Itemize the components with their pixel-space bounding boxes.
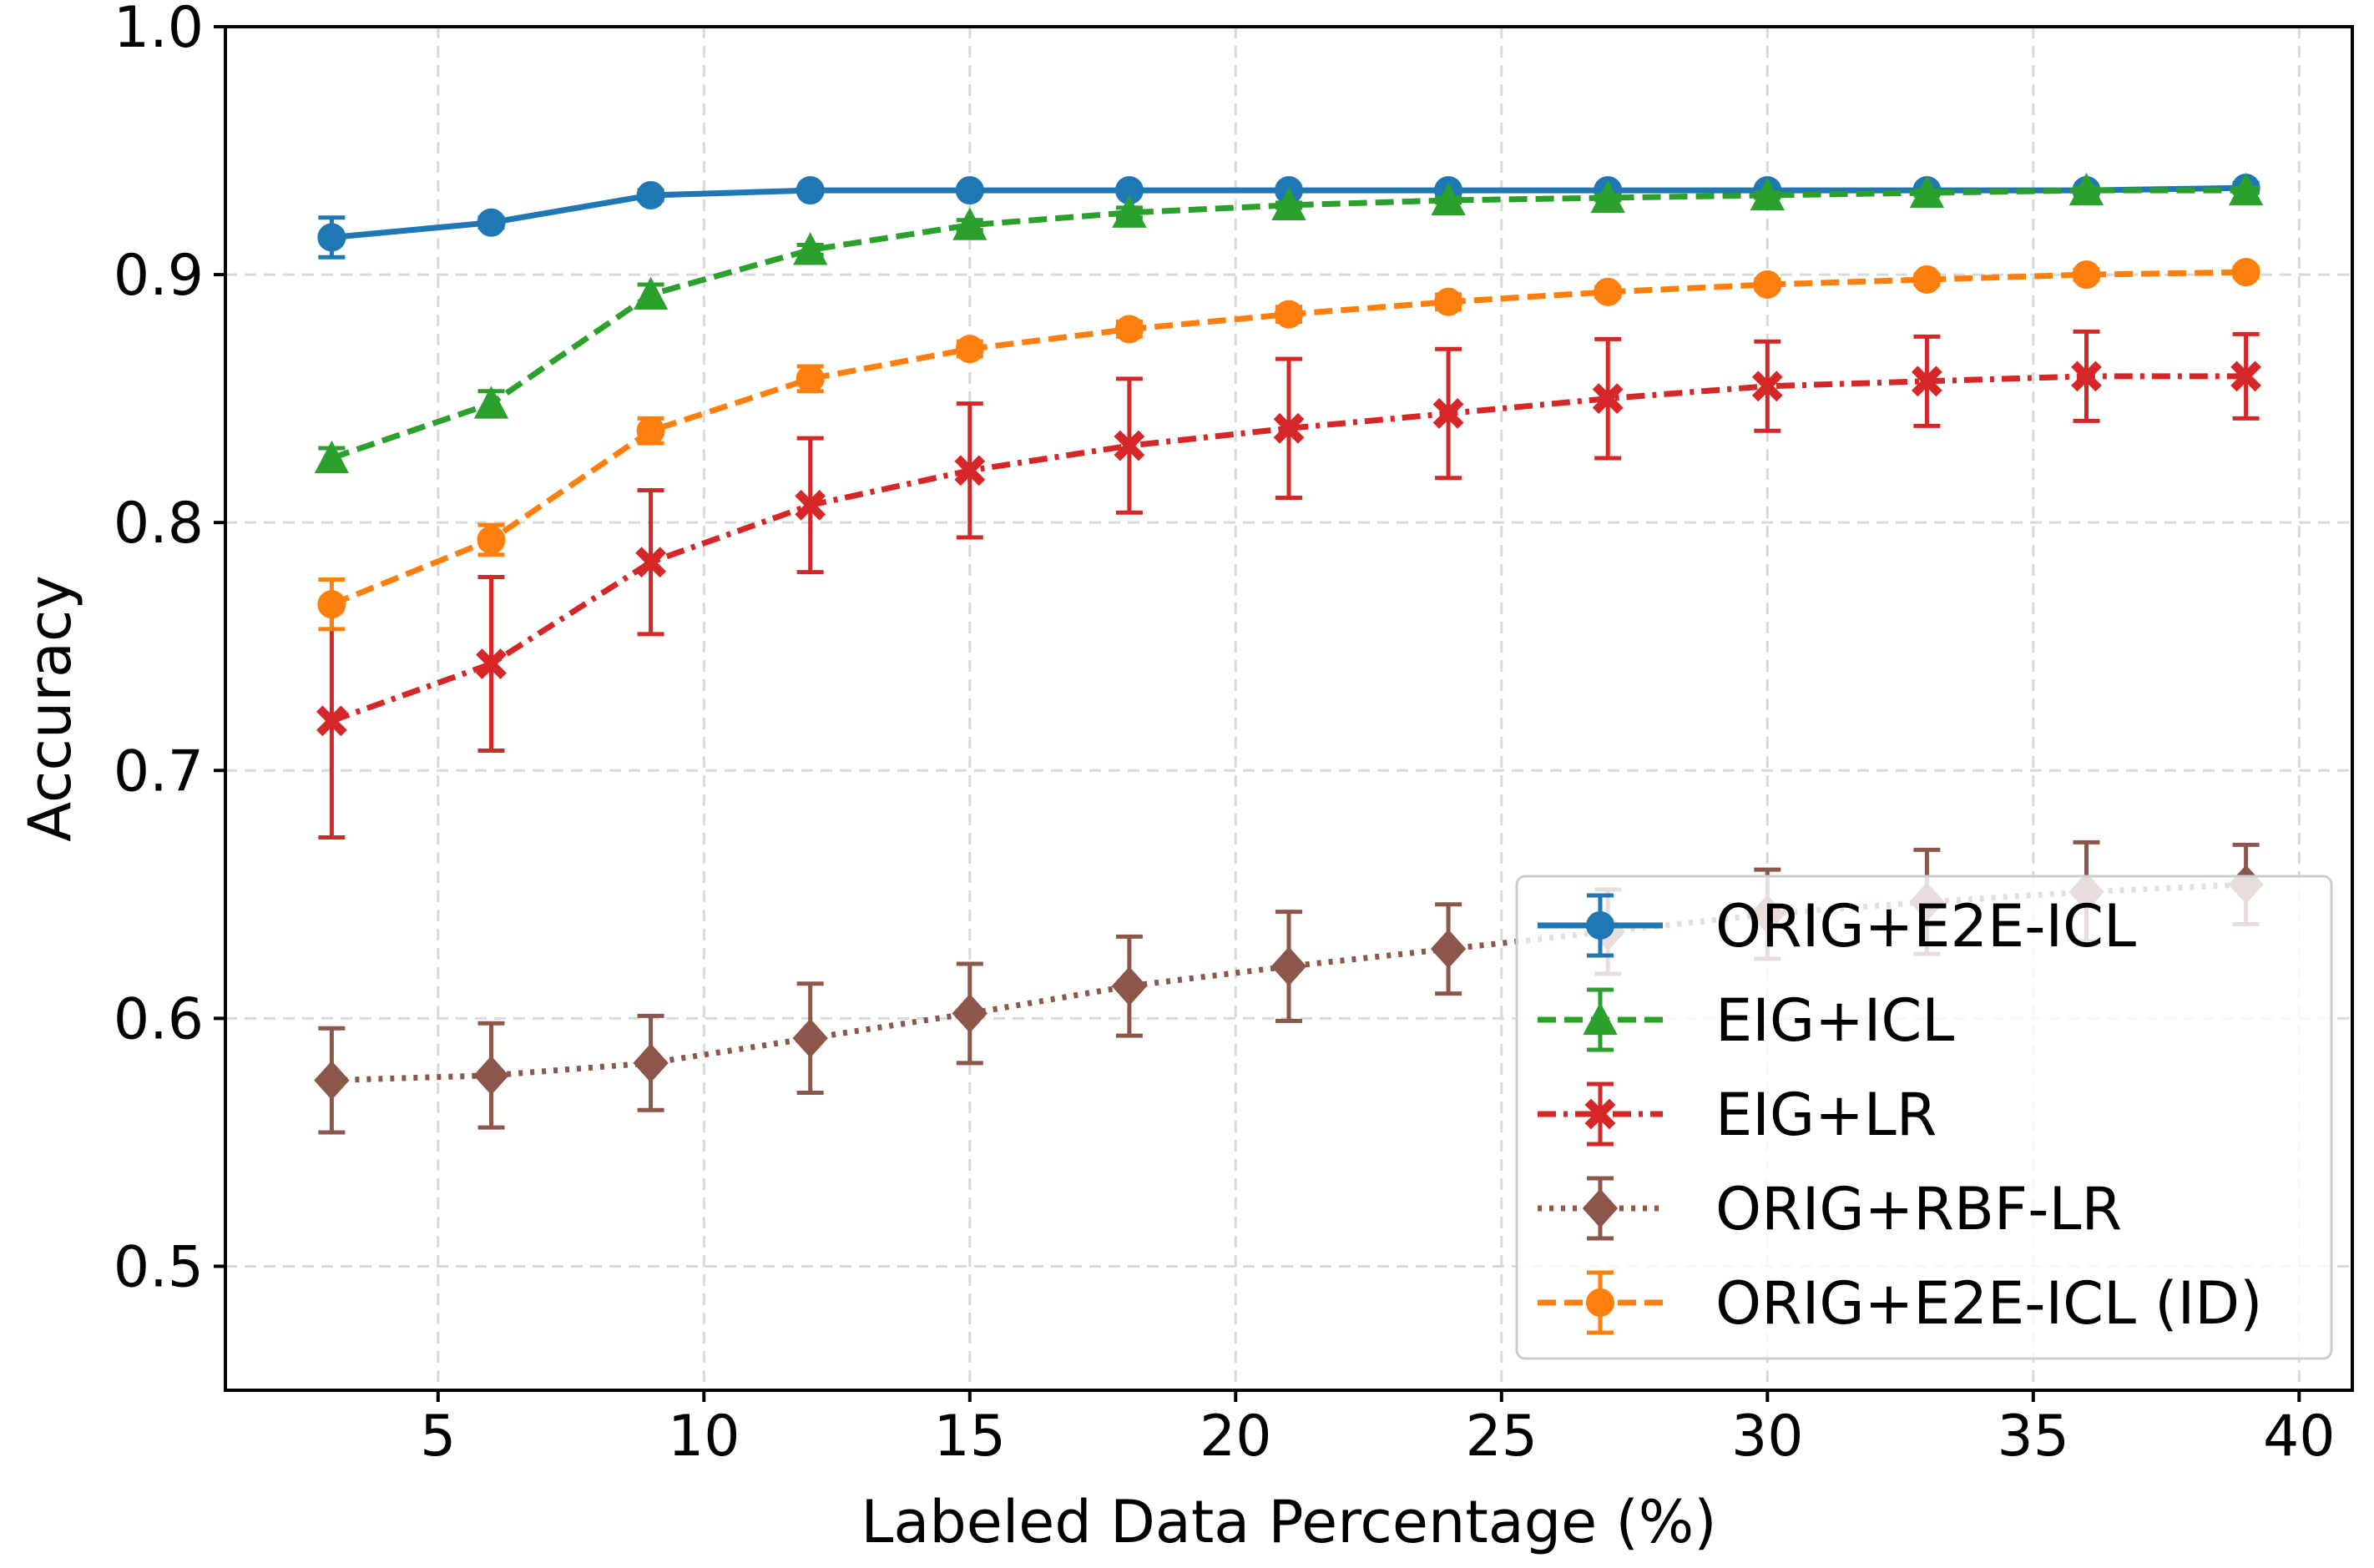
data-point (1434, 287, 1463, 316)
y-tick-label: 0.5 (114, 1234, 204, 1300)
x-tick-label: 20 (1200, 1404, 1272, 1470)
legend-label: EIG+ICL (1715, 986, 1954, 1055)
y-tick-label: 1.0 (114, 0, 204, 61)
data-point (1112, 194, 1147, 228)
x-tick-label: 15 (934, 1404, 1007, 1470)
x-tick-label: 35 (1998, 1404, 2070, 1470)
data-point (1275, 300, 1303, 329)
ticks: 5 10 15 20 25 30 35 40 0.5 0.6 0.7 0.8 0.9 1.0 (114, 0, 2336, 1470)
data-point (952, 207, 987, 240)
data-point (2068, 172, 2104, 206)
legend-item-orig-rbf-lr: ORIG+RBF-LR (1538, 1175, 2122, 1243)
data-point (477, 525, 506, 554)
series-orig-e2e-icl-id (317, 258, 2260, 632)
data-point (1273, 412, 1305, 444)
data-point (1753, 270, 1782, 299)
data-point (952, 993, 987, 1033)
data-point (792, 1018, 828, 1058)
legend-marker (1584, 1098, 1616, 1130)
data-point (1751, 371, 1783, 402)
legend-marker (1583, 1001, 1618, 1036)
legend-label: EIG+LR (1715, 1081, 1937, 1149)
legend-item-orig-e2e-icl-id: ORIG+E2E-ICL (ID) (1538, 1269, 2262, 1338)
data-point (2231, 258, 2260, 287)
legend-item-eig-lr: EIG+LR (1538, 1081, 1937, 1149)
data-point (1111, 966, 1148, 1006)
data-point (954, 455, 986, 487)
data-point (636, 416, 665, 446)
data-point (796, 364, 825, 393)
data-point (2230, 360, 2262, 392)
data-point (633, 276, 669, 310)
x-tick-label: 5 (420, 1404, 456, 1470)
legend-marker (1582, 1188, 1619, 1228)
data-point (314, 1061, 350, 1101)
x-tick-label: 25 (1466, 1404, 1538, 1470)
data-point (1431, 182, 1466, 216)
y-axis-label: Accuracy (16, 575, 84, 842)
x-tick-label: 30 (1731, 1404, 1804, 1470)
data-point (473, 1056, 509, 1096)
data-point (1114, 315, 1144, 344)
data-point (476, 648, 507, 679)
series-eig-lr (316, 329, 2262, 839)
x-axis-label: Labeled Data Percentage (%) (861, 1488, 1716, 1556)
data-point (1270, 946, 1307, 986)
data-point (633, 1043, 669, 1083)
data-point (1911, 366, 1942, 397)
data-point (1594, 277, 1623, 306)
series-layer (314, 172, 2264, 1135)
y-tick-label: 0.8 (114, 491, 204, 557)
x-tick-label: 10 (668, 1404, 740, 1470)
data-point (1912, 265, 1942, 295)
legend-item-orig-e2e-icl: ORIG+E2E-ICL (1538, 892, 2136, 960)
data-point (314, 440, 350, 474)
data-point (316, 705, 347, 737)
legend-item-eig-icl: EIG+ICL (1538, 986, 1954, 1055)
data-point (473, 386, 509, 419)
y-tick-label: 0.9 (114, 243, 204, 309)
series-eig-icl (314, 172, 2264, 474)
data-point (635, 547, 667, 578)
legend-label: ORIG+E2E-ICL (1715, 892, 2136, 960)
data-point (955, 176, 984, 205)
data-point (1750, 177, 1785, 211)
data-point (1114, 430, 1145, 461)
data-point (2072, 260, 2101, 290)
plot-frame (224, 25, 2354, 1392)
data-point (955, 335, 984, 364)
legend[interactable]: ORIG+E2E-ICL EIG+ICL EIG+LR ORIG+RBF-LR ORIG… (1515, 875, 2333, 1360)
legend-label: ORIG+E2E-ICL (ID) (1715, 1269, 2262, 1338)
data-point (793, 232, 828, 265)
data-point (317, 590, 346, 619)
data-point (317, 223, 346, 252)
y-tick-label: 0.7 (114, 739, 204, 804)
data-point (2228, 172, 2264, 206)
legend-frame (1515, 875, 2333, 1360)
legend-label: ORIG+RBF-LR (1715, 1175, 2122, 1243)
data-point (1909, 174, 1945, 209)
x-tick-label: 40 (2263, 1404, 2336, 1470)
data-point (1432, 398, 1464, 429)
legend-marker (1586, 911, 1614, 940)
data-point (796, 176, 825, 205)
data-point (477, 208, 506, 237)
data-point (1590, 179, 1625, 214)
axes (224, 25, 2354, 1392)
data-point (1430, 929, 1467, 969)
legend-marker (1586, 1288, 1614, 1317)
data-point (2071, 360, 2102, 392)
data-point (795, 489, 826, 521)
data-point (1271, 187, 1306, 221)
y-tick-label: 0.6 (114, 986, 204, 1052)
data-point (1592, 383, 1624, 415)
data-point (636, 181, 665, 210)
